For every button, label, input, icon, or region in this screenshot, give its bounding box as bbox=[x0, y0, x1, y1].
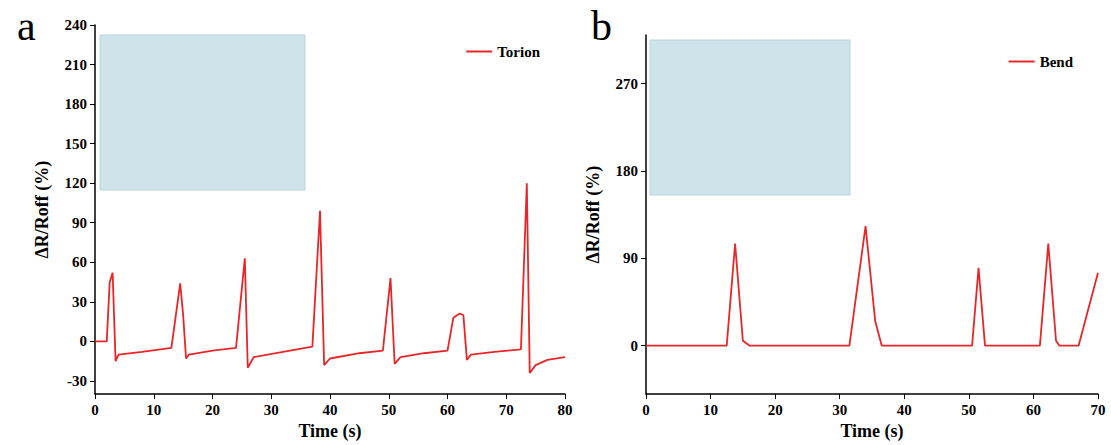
svg-text:30: 30 bbox=[832, 402, 847, 418]
svg-text:40: 40 bbox=[323, 402, 338, 418]
svg-text:90: 90 bbox=[623, 250, 638, 266]
svg-text:40: 40 bbox=[897, 402, 912, 418]
svg-text:210: 210 bbox=[65, 57, 88, 73]
svg-text:240: 240 bbox=[65, 17, 88, 33]
svg-text:20: 20 bbox=[205, 402, 220, 418]
svg-text:0: 0 bbox=[91, 402, 99, 418]
svg-text:50: 50 bbox=[381, 402, 396, 418]
svg-text:90: 90 bbox=[72, 215, 87, 231]
svg-text:180: 180 bbox=[616, 163, 639, 179]
svg-text:180: 180 bbox=[65, 96, 88, 112]
svg-text:-30: -30 bbox=[67, 373, 87, 389]
svg-text:a: a bbox=[17, 3, 36, 49]
svg-text:10: 10 bbox=[703, 402, 718, 418]
svg-text:150: 150 bbox=[65, 136, 88, 152]
svg-text:ΔR/Roff (%): ΔR/Roff (%) bbox=[32, 161, 53, 259]
svg-text:20: 20 bbox=[768, 402, 783, 418]
svg-text:30: 30 bbox=[72, 294, 87, 310]
svg-text:0: 0 bbox=[80, 333, 88, 349]
svg-text:0: 0 bbox=[631, 338, 639, 354]
svg-text:60: 60 bbox=[1026, 402, 1041, 418]
svg-text:Torion: Torion bbox=[497, 44, 540, 60]
svg-text:70: 70 bbox=[1091, 402, 1106, 418]
svg-text:270: 270 bbox=[616, 76, 639, 92]
svg-text:0: 0 bbox=[642, 402, 650, 418]
svg-text:60: 60 bbox=[72, 254, 87, 270]
svg-text:b: b bbox=[591, 3, 612, 49]
svg-text:80: 80 bbox=[558, 402, 573, 418]
svg-text:Bend: Bend bbox=[1040, 54, 1074, 70]
svg-text:ΔR/Roff (%): ΔR/Roff (%) bbox=[583, 166, 604, 264]
svg-text:10: 10 bbox=[146, 402, 161, 418]
svg-text:120: 120 bbox=[65, 175, 88, 191]
svg-text:Time (s): Time (s) bbox=[298, 421, 361, 442]
svg-text:Time (s): Time (s) bbox=[840, 421, 903, 442]
svg-text:50: 50 bbox=[961, 402, 976, 418]
svg-text:60: 60 bbox=[440, 402, 455, 418]
svg-text:70: 70 bbox=[499, 402, 514, 418]
svg-text:30: 30 bbox=[264, 402, 279, 418]
